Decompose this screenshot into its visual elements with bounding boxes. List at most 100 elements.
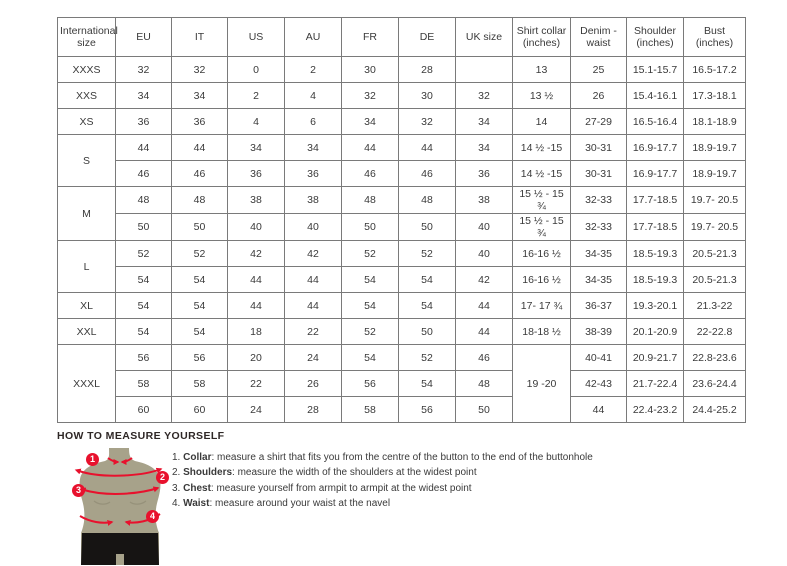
table-cell: 44 <box>227 266 285 293</box>
table-cell: 52 <box>398 240 456 267</box>
mannequin-shorts <box>81 533 159 565</box>
intl-size-cell: XXS <box>57 82 116 109</box>
measure-section-heading: HOW TO MEASURE YOURSELF <box>57 430 225 442</box>
measure-step-2: 2. Shoulders: measure the width of the s… <box>172 467 477 479</box>
table-cell: 24 <box>284 344 342 371</box>
table-cell: 54 <box>341 266 399 293</box>
table-cell: 46 <box>115 160 172 187</box>
table-row: XL 54 54 44 44 54 54 44 17- 17 ¾ 36-37 19.3-20.1 21… <box>57 292 746 319</box>
table-cell: 56 <box>115 344 172 371</box>
table-cell: 18-18 ½ <box>512 318 571 345</box>
table-cell: 48 <box>398 186 456 214</box>
table-cell: 54 <box>398 370 456 397</box>
table-cell: 16.9-17.7 <box>626 134 684 161</box>
table-cell: 18.5-19.3 <box>626 240 684 267</box>
table-cell: 44 <box>570 396 627 423</box>
table-cell: 56 <box>171 344 228 371</box>
table-cell: 46 <box>398 160 456 187</box>
table-cell: 54 <box>171 266 228 293</box>
table-cell: 4 <box>227 108 285 135</box>
table-cell: 58 <box>341 396 399 423</box>
table-cell: 50 <box>455 396 513 423</box>
table-cell: 50 <box>115 213 172 241</box>
table-cell: 32-33 <box>570 213 627 241</box>
table-cell: 34 <box>171 82 228 109</box>
table-cell: 38 <box>284 186 342 214</box>
table-cell: 44 <box>115 134 172 161</box>
table-cell: 18.9-19.7 <box>683 160 746 187</box>
measure-point-1-badge: 1 <box>86 453 99 466</box>
measure-point-2-badge: 2 <box>156 471 169 484</box>
table-cell: 22 <box>284 318 342 345</box>
table-cell: 32 <box>171 56 228 83</box>
table-cell: 40 <box>455 240 513 267</box>
table-cell: 30 <box>398 82 456 109</box>
table-cell: 0 <box>227 56 285 83</box>
table-cell: 36 <box>284 160 342 187</box>
table-cell: 34-35 <box>570 240 627 267</box>
table-cell: 34-35 <box>570 266 627 293</box>
table-cell: 56 <box>341 370 399 397</box>
table-cell: 25 <box>570 56 627 83</box>
table-cell: 36-37 <box>570 292 627 319</box>
table-cell: 24.4-25.2 <box>683 396 746 423</box>
table-cell: 38 <box>227 186 285 214</box>
table-cell: 58 <box>115 370 172 397</box>
table-cell: 44 <box>284 266 342 293</box>
table-cell: 2 <box>227 82 285 109</box>
table-cell: 50 <box>398 213 456 241</box>
table-cell: 46 <box>341 160 399 187</box>
table-cell: 54 <box>341 344 399 371</box>
table-cell: 34 <box>341 108 399 135</box>
table-header-row: International size EU IT US AU FR DE UK … <box>57 17 746 57</box>
header-shoulder: Shoulder (inches) <box>626 17 684 57</box>
table-cell: 42 <box>455 266 513 293</box>
table-cell: 34 <box>115 82 172 109</box>
table-cell: 42 <box>284 240 342 267</box>
header-fr: FR <box>341 17 399 57</box>
table-cell: 54 <box>115 318 172 345</box>
intl-size-cell: XXXS <box>57 56 116 83</box>
table-cell: 50 <box>171 213 228 241</box>
table-cell: 54 <box>341 292 399 319</box>
table-cell: 52 <box>398 344 456 371</box>
measure-step-3: 3. Chest: measure yourself from armpit t… <box>172 482 472 494</box>
intl-size-cell: S <box>57 134 116 187</box>
table-cell: 22.8-23.6 <box>683 344 746 371</box>
table-cell: 34 <box>455 108 513 135</box>
table-cell: 32 <box>398 108 456 135</box>
table-cell: 19.7- 20.5 <box>683 213 746 241</box>
table-cell: 32 <box>455 82 513 109</box>
table-cell: 22.4-23.2 <box>626 396 684 423</box>
table-cell: 36 <box>227 160 285 187</box>
table-cell: 44 <box>341 134 399 161</box>
table-cell: 44 <box>171 134 228 161</box>
table-cell: 46 <box>455 344 513 371</box>
table-cell: 16.9-17.7 <box>626 160 684 187</box>
table-cell: 42-43 <box>570 370 627 397</box>
table-cell: 34 <box>227 134 285 161</box>
table-cell: 17.3-18.1 <box>683 82 746 109</box>
table-cell: 50 <box>341 213 399 241</box>
table-cell: 17.7-18.5 <box>626 213 684 241</box>
collar-merged-cell: 19 -20 <box>512 344 571 423</box>
table-cell: 15.1-15.7 <box>626 56 684 83</box>
table-cell: 32 <box>341 82 399 109</box>
table-cell: 16-16 ½ <box>512 240 571 267</box>
table-cell: 18 <box>227 318 285 345</box>
table-cell: 38-39 <box>570 318 627 345</box>
intl-size-cell: XL <box>57 292 116 319</box>
table-cell: 44 <box>455 292 513 319</box>
table-cell: 32-33 <box>570 186 627 214</box>
table-row: S 44 44 34 34 44 44 34 14 ½ -15 30-31 16.9-17.7 18.… <box>57 134 746 187</box>
table-cell: 20 <box>227 344 285 371</box>
table-cell: 15 ½ - 15 ¾ <box>512 186 571 214</box>
table-cell: 54 <box>398 292 456 319</box>
measure-step-1: 1. Collar: measure a shirt that fits you… <box>172 452 593 463</box>
table-cell: 22-22.8 <box>683 318 746 345</box>
table-cell: 48 <box>171 186 228 214</box>
header-eu: EU <box>115 17 172 57</box>
table-cell: 15 ½ - 15 ¾ <box>512 213 571 241</box>
table-cell: 48 <box>115 186 172 214</box>
